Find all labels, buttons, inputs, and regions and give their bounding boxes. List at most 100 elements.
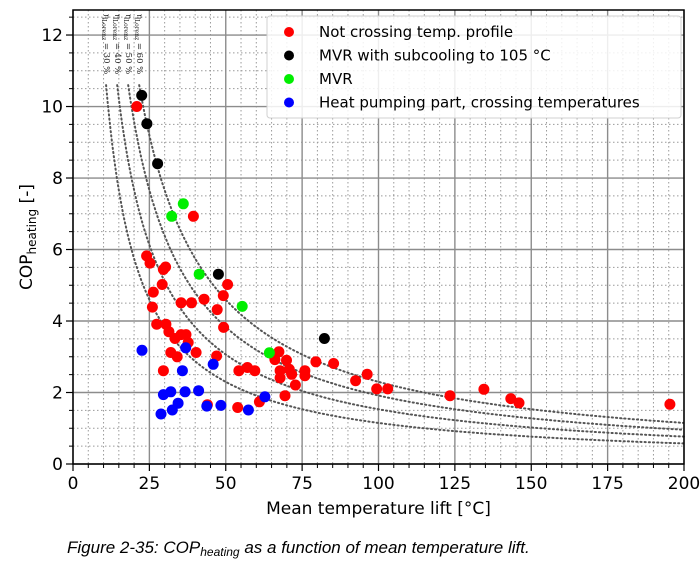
- curve-label-value: = 40 %: [112, 40, 122, 74]
- data-point-series-1: [212, 268, 224, 280]
- data-point-series-0: [664, 398, 676, 410]
- reference-curve-eta-50: [127, 84, 684, 431]
- data-point-series-1: [152, 158, 164, 170]
- data-point-series-0: [444, 390, 456, 402]
- data-point-series-0: [286, 368, 298, 380]
- curve-label-value: = 30 %: [101, 40, 111, 74]
- data-point-series-2: [263, 347, 275, 359]
- caption-sub: heating: [200, 545, 240, 559]
- data-point-series-0: [147, 286, 159, 298]
- x-tick-label: 175: [591, 474, 623, 494]
- data-point-series-0: [233, 365, 245, 377]
- x-tick-label: 0: [68, 474, 79, 494]
- data-point-series-0: [274, 372, 286, 384]
- data-point-series-0: [156, 279, 168, 290]
- data-point-series-2: [193, 268, 205, 280]
- data-point-series-0: [160, 261, 172, 273]
- data-point-series-1: [141, 118, 153, 130]
- curve-label-sub: Lorenz: [100, 19, 107, 40]
- legend-entry-label: Heat pumping part, crossing temperatures: [319, 94, 640, 112]
- axis-ticks: 0 25 50 75 100 125 150 175 200 0 2 4 6 8 10 12: [41, 16, 700, 494]
- data-point-series-2: [177, 198, 189, 210]
- data-point-series-0: [382, 383, 394, 395]
- curve-label-symbol: η: [101, 14, 111, 19]
- data-point-series-0: [505, 393, 517, 405]
- x-tick-label: 50: [215, 474, 237, 494]
- data-point-series-0: [232, 402, 244, 413]
- data-point-series-0: [190, 347, 202, 358]
- y-tick-label: 8: [52, 169, 63, 189]
- data-point-series-3: [179, 386, 191, 398]
- data-point-series-0: [144, 257, 156, 269]
- x-tick-label: 150: [515, 474, 547, 494]
- reference-curve-eta-40: [116, 84, 685, 438]
- curve-label-sub: Lorenz: [111, 19, 118, 40]
- x-tick-label: 25: [139, 474, 161, 494]
- x-tick-label: 75: [291, 474, 313, 494]
- curve-label-value: = 50 %: [123, 40, 133, 74]
- data-point-series-0: [171, 351, 183, 363]
- data-point-series-0: [249, 365, 261, 377]
- curve-label-eta-50: ηLorenz = 50 %: [122, 14, 133, 74]
- data-point-series-1: [136, 89, 148, 101]
- reference-curves: ηLorenz = 30 %ηLorenz = 40 %ηLorenz = 50…: [100, 14, 685, 445]
- legend-marker: [284, 97, 294, 108]
- data-point-series-3: [215, 399, 227, 411]
- data-point-series-0: [281, 354, 292, 366]
- legend-entry-label: MVR: [319, 70, 353, 88]
- y-tick-label: 2: [52, 384, 63, 404]
- curve-label-eta-30: ηLorenz = 30 %: [100, 14, 111, 74]
- data-point-series-3: [180, 342, 192, 354]
- reference-curve-eta-60: [138, 84, 684, 424]
- curve-label-sub: Lorenz: [133, 19, 140, 40]
- y-tick-label: 12: [41, 26, 63, 46]
- x-tick-label: 100: [362, 474, 394, 494]
- data-point-series-3: [201, 400, 213, 412]
- curve-label-symbol: η: [112, 14, 122, 19]
- data-point-series-0: [222, 279, 234, 290]
- y-tick-label: 0: [52, 455, 63, 475]
- legend-marker: [284, 74, 294, 84]
- y-tick-label: 4: [52, 312, 63, 332]
- data-point-series-3: [176, 365, 188, 377]
- data-point-series-0: [217, 290, 229, 302]
- data-point-series-0: [299, 370, 311, 382]
- data-point-series-0: [478, 383, 490, 395]
- data-point-series-3: [207, 358, 219, 370]
- data-point-series-3: [155, 408, 167, 420]
- legend-marker: [284, 27, 294, 37]
- y-axis-label-main: COP: [17, 254, 37, 290]
- data-point-series-3: [193, 385, 205, 397]
- data-point-series-0: [350, 375, 362, 387]
- data-points: [131, 89, 676, 420]
- x-tick-label: 125: [439, 474, 471, 494]
- data-point-series-0: [186, 297, 197, 309]
- data-point-series-3: [259, 391, 271, 403]
- cop-scatter-chart: ηLorenz = 30 %ηLorenz = 40 %ηLorenz = 50…: [17, 9, 700, 519]
- caption-suffix: as a function of mean temperature lift.: [239, 538, 530, 557]
- caption-prefix: Figure 2-35: COP: [67, 538, 201, 557]
- data-point-series-2: [236, 300, 248, 312]
- data-point-series-0: [198, 293, 210, 305]
- data-point-series-0: [211, 350, 223, 362]
- data-point-series-2: [166, 210, 178, 222]
- x-tick-label: 200: [668, 474, 700, 494]
- legend-marker: [284, 50, 294, 61]
- data-point-series-0: [131, 101, 143, 112]
- curve-label-sub: Lorenz: [122, 19, 129, 40]
- data-point-series-0: [361, 368, 373, 380]
- data-point-series-3: [165, 386, 177, 398]
- data-point-series-0: [187, 210, 199, 222]
- figure-caption: Figure 2-35: COPheating as a function of…: [67, 538, 530, 559]
- data-point-series-0: [157, 365, 169, 377]
- data-point-series-0: [218, 321, 230, 333]
- legend: Not crossing temp. profile MVR with subco…: [266, 15, 682, 119]
- data-point-series-0: [279, 390, 291, 402]
- data-point-series-1: [318, 333, 330, 344]
- data-point-series-0: [151, 318, 163, 330]
- y-axis-label: COPheating [-]: [17, 184, 39, 290]
- data-point-series-0: [310, 356, 322, 368]
- data-point-series-0: [175, 297, 187, 309]
- y-axis-label-sub: heating: [25, 209, 39, 255]
- data-point-series-3: [136, 344, 148, 356]
